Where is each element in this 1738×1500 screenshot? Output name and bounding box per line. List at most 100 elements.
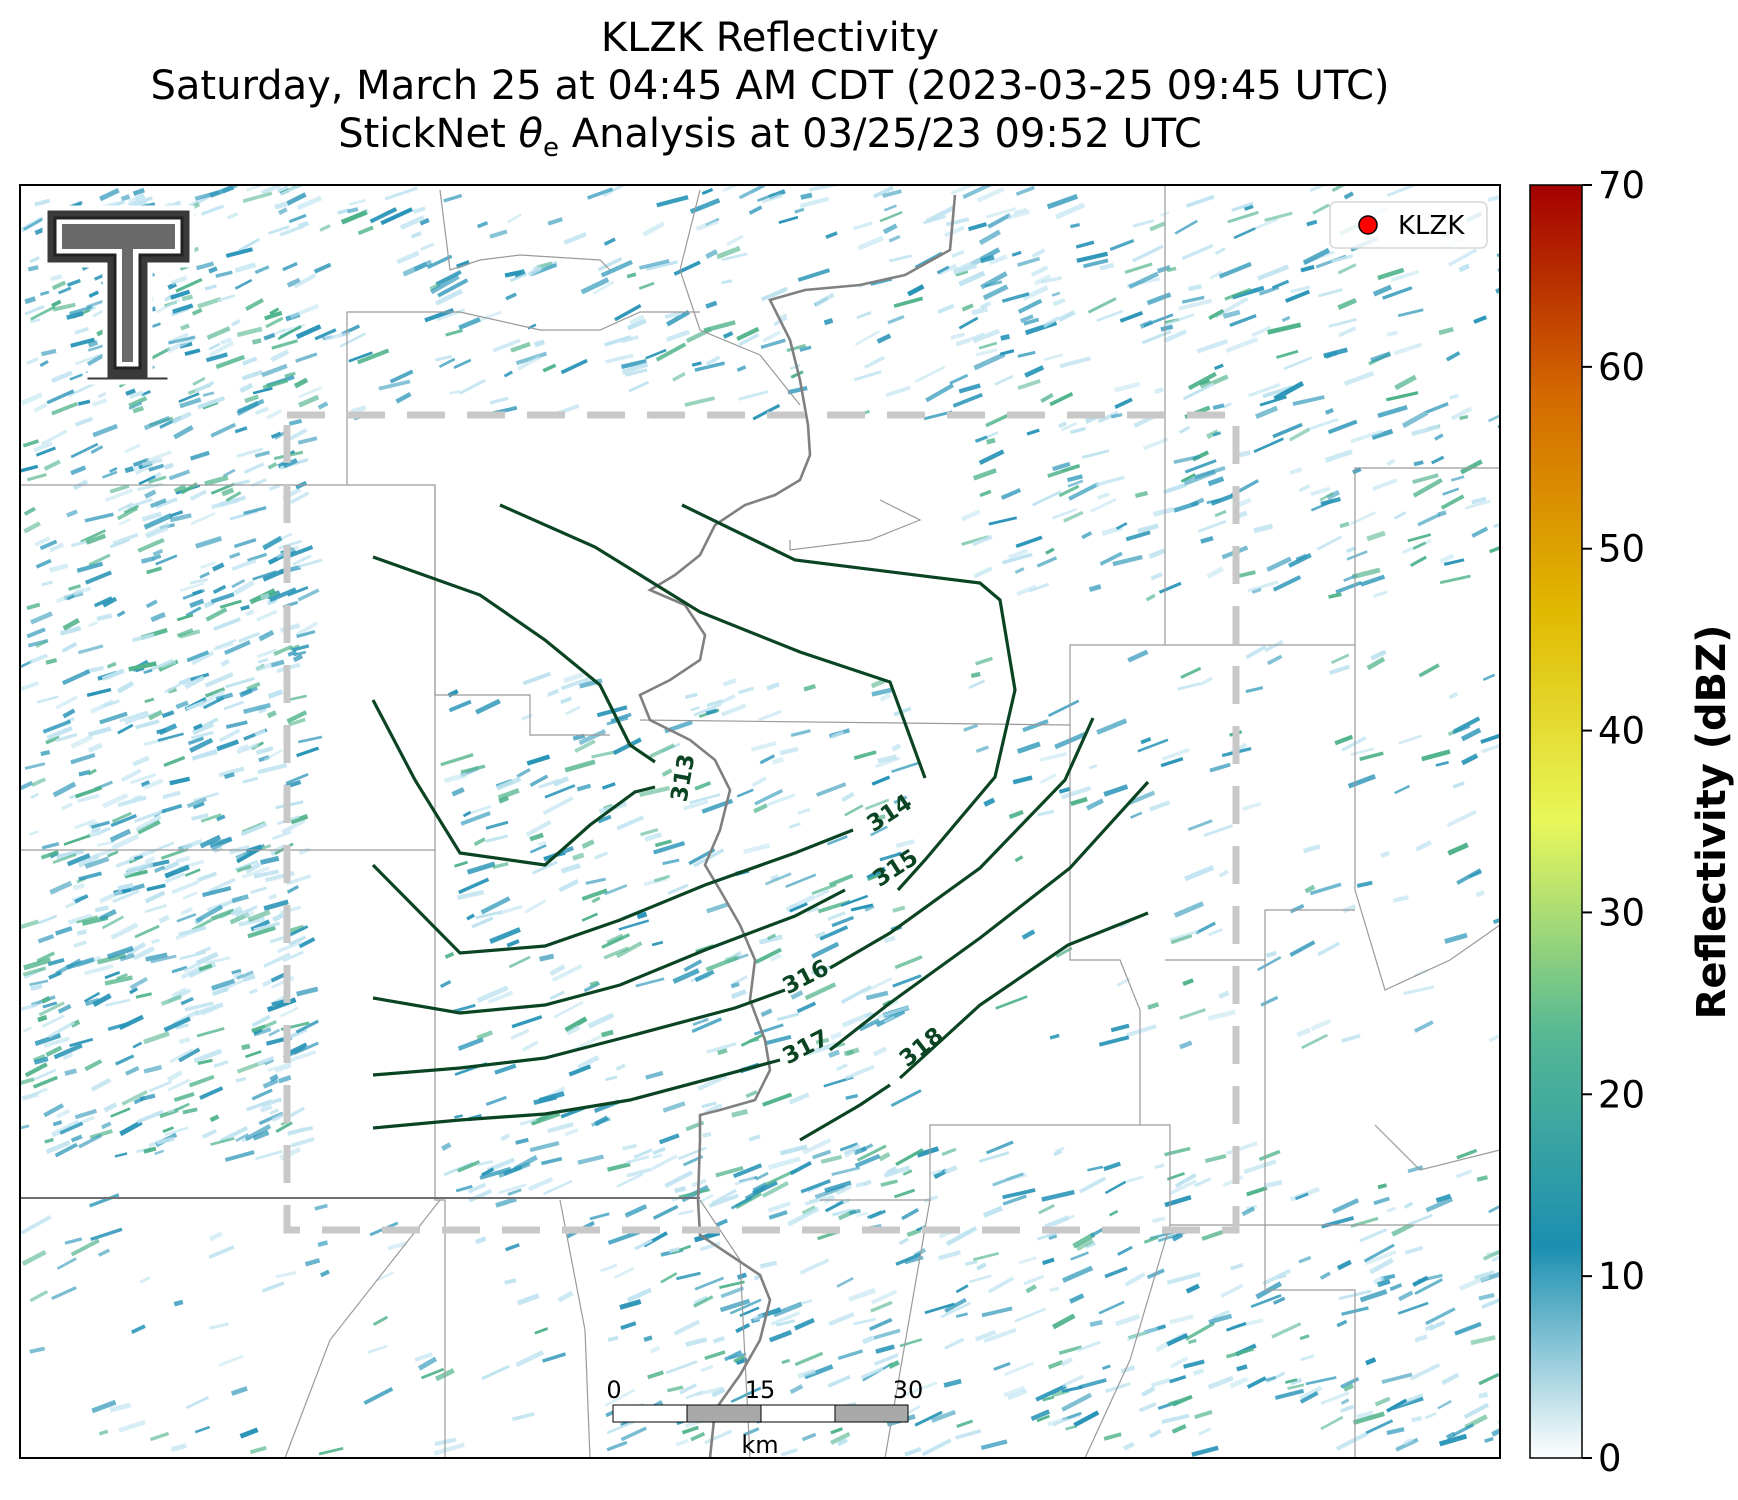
- echo-mark: [1231, 201, 1254, 212]
- echo-mark: [986, 437, 996, 445]
- echo-mark: [616, 941, 643, 959]
- echo-mark: [667, 883, 689, 895]
- echo-mark: [104, 488, 134, 503]
- echo-mark: [35, 446, 56, 457]
- theta-symbol: θ: [518, 111, 543, 157]
- echo-mark: [35, 558, 52, 569]
- echo-mark: [101, 1121, 112, 1130]
- echo-mark: [288, 935, 307, 947]
- echo-mark: [178, 392, 200, 403]
- echo-mark: [621, 335, 639, 344]
- echo-mark: [66, 957, 95, 970]
- echo-mark: [803, 683, 816, 692]
- echo-mark: [148, 1080, 173, 1093]
- echo-mark: [1484, 1436, 1494, 1443]
- echo-mark: [694, 781, 712, 791]
- echo-mark: [681, 1425, 699, 1435]
- echo-mark: [1377, 1278, 1391, 1288]
- echo-mark: [742, 1427, 760, 1437]
- echo-mark: [1346, 550, 1368, 561]
- echo-mark: [752, 1182, 768, 1193]
- echo-mark: [1048, 1233, 1058, 1240]
- echo-mark: [133, 855, 143, 860]
- echo-mark: [1068, 482, 1100, 501]
- echo-mark: [882, 223, 898, 235]
- colorbar-gradient: [1529, 184, 1583, 1459]
- echo-mark: [824, 1200, 844, 1213]
- echo-mark: [678, 1209, 694, 1216]
- echo-mark: [288, 213, 307, 224]
- echo-mark: [74, 818, 96, 830]
- echo-mark: [84, 570, 112, 585]
- echo-mark: [135, 814, 162, 832]
- echo-mark: [184, 868, 201, 877]
- echo-mark: [1103, 1161, 1121, 1172]
- echo-mark: [1119, 311, 1144, 323]
- echo-mark: [887, 314, 905, 325]
- echo-mark: [1237, 450, 1251, 458]
- echo-mark: [96, 840, 116, 847]
- echo-mark: [1040, 275, 1063, 285]
- echo-mark: [752, 403, 781, 421]
- echo-mark: [652, 1153, 663, 1159]
- echo-mark: [132, 1041, 143, 1049]
- echo-mark: [1019, 314, 1034, 323]
- echo-mark: [67, 382, 96, 397]
- echo-mark: [92, 993, 112, 1007]
- echo-mark: [892, 905, 906, 913]
- echo-mark: [597, 257, 623, 272]
- echo-mark: [1126, 1175, 1144, 1183]
- echo-mark: [268, 893, 278, 900]
- echo-mark: [983, 1327, 1017, 1343]
- echo-mark: [901, 1208, 920, 1221]
- echo-mark: [1343, 371, 1375, 386]
- echo-mark: [162, 1126, 174, 1133]
- echo-mark: [955, 1312, 968, 1318]
- echo-mark: [1450, 406, 1473, 421]
- echo-mark: [250, 919, 271, 932]
- echo-mark: [270, 431, 282, 439]
- echo-mark: [132, 405, 144, 414]
- echo-mark: [1292, 395, 1325, 406]
- echo-mark: [770, 874, 780, 882]
- echo-mark: [715, 1218, 729, 1227]
- echo-mark: [1352, 1411, 1385, 1425]
- echo-mark: [66, 311, 84, 320]
- echo-mark: [380, 207, 413, 226]
- echo-mark: [45, 735, 60, 745]
- echo-mark: [865, 990, 889, 1001]
- echo-mark: [601, 782, 616, 790]
- echo-mark: [178, 1047, 201, 1063]
- echo-mark: [970, 671, 981, 679]
- echo-mark: [1394, 374, 1417, 391]
- echo-mark: [225, 247, 253, 258]
- echo-mark: [993, 1361, 1011, 1371]
- echo-mark: [906, 1228, 922, 1237]
- echo-mark: [269, 587, 297, 603]
- echo-mark: [152, 548, 164, 557]
- echo-mark: [1208, 308, 1225, 320]
- echo-mark: [1264, 211, 1293, 222]
- echo-mark: [1304, 884, 1316, 894]
- echo-mark: [1052, 461, 1071, 472]
- echo-mark: [280, 532, 293, 540]
- echo-mark: [1043, 353, 1064, 362]
- echo-mark: [753, 1023, 784, 1036]
- echo-mark: [286, 545, 314, 559]
- echo-mark: [1478, 1292, 1495, 1301]
- echo-mark: [192, 589, 203, 596]
- echo-mark: [1281, 315, 1291, 323]
- echo-mark: [1251, 587, 1262, 594]
- echo-mark: [440, 753, 474, 767]
- echo-mark: [319, 224, 331, 232]
- echo-mark: [526, 754, 551, 766]
- echo-mark: [215, 354, 246, 370]
- echo-mark: [275, 1271, 297, 1279]
- echo-mark: [95, 848, 113, 858]
- echo-mark: [1025, 1284, 1037, 1294]
- echo-mark: [794, 207, 805, 214]
- double-t-logo: [42, 205, 195, 385]
- echo-mark: [888, 1360, 900, 1369]
- echo-mark: [1370, 649, 1387, 661]
